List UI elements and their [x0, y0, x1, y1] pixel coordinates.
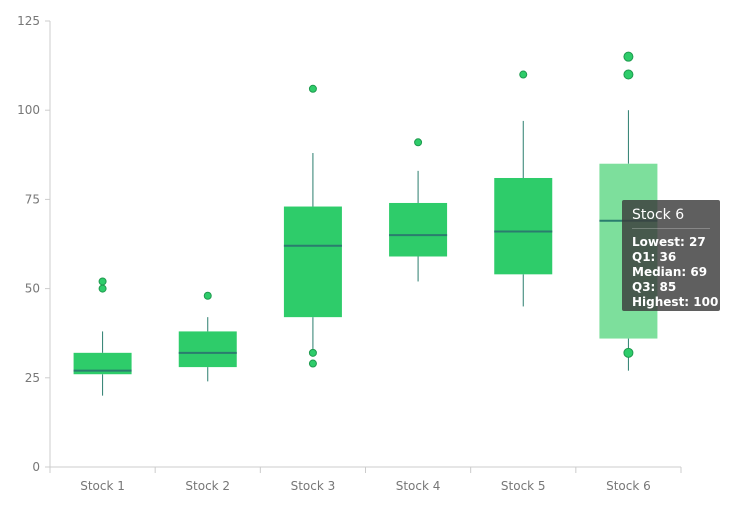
outlier-point: [308, 348, 317, 357]
outlier-point: [98, 277, 107, 286]
box: [389, 202, 448, 257]
outlier-point: [623, 69, 634, 80]
y-tick-label: 50: [25, 282, 40, 296]
box: [178, 331, 237, 368]
outlier-point: [308, 84, 317, 93]
x-tick-label: Stock 2: [185, 479, 230, 493]
box: [494, 177, 553, 275]
tooltip-q3: Q3: 85: [632, 280, 677, 294]
outlier-point: [203, 291, 212, 300]
y-tick-label: 100: [17, 103, 40, 117]
outlier-point: [623, 51, 634, 62]
x-tick-label: Stock 3: [291, 479, 336, 493]
x-tick-label: Stock 6: [606, 479, 651, 493]
tooltip-highest: Highest: 100: [632, 295, 719, 309]
x-tick-label: Stock 5: [501, 479, 546, 493]
y-tick-label: 125: [17, 14, 40, 28]
tooltip-q1: Q1: 36: [632, 250, 677, 264]
y-tick-label: 0: [32, 460, 40, 474]
box: [283, 206, 342, 318]
outlier-point: [519, 70, 528, 79]
y-tick-label: 75: [25, 192, 40, 206]
tooltip: Stock 6 Lowest: 27 Q1: 36 Median: 69 Q3:…: [622, 200, 720, 311]
x-tick-label: Stock 1: [80, 479, 125, 493]
outlier-point: [98, 284, 107, 293]
tooltip-median: Median: 69: [632, 265, 708, 279]
x-tick-label: Stock 4: [396, 479, 441, 493]
outlier-point: [623, 347, 634, 358]
tooltip-lowest: Lowest: 27: [632, 235, 706, 249]
y-tick-label: 25: [25, 371, 40, 385]
outlier-point: [414, 138, 423, 147]
box: [73, 352, 132, 375]
outlier-point: [308, 359, 317, 368]
tooltip-title: Stock 6: [632, 206, 710, 229]
